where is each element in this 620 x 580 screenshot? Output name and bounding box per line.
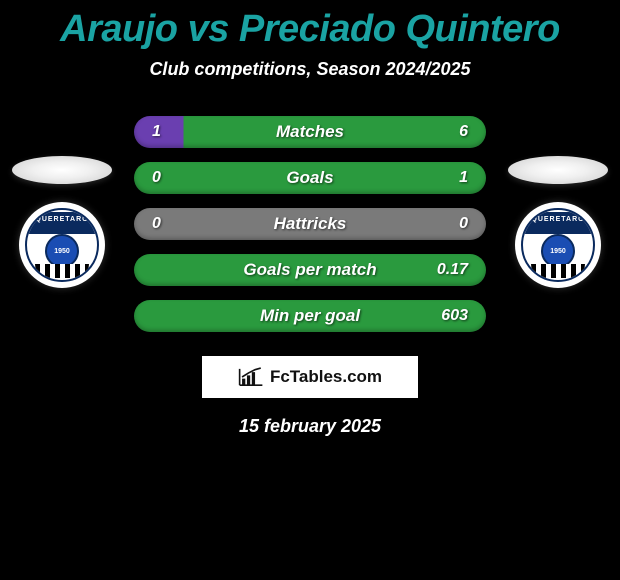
stat-row: 1 Matches 6 bbox=[134, 116, 486, 148]
stat-label: Goals bbox=[286, 168, 333, 188]
right-nationality-ellipse bbox=[508, 156, 608, 184]
stat-right-value: 0.17 bbox=[428, 261, 468, 279]
brand-footer: FcTables.com bbox=[202, 356, 418, 398]
stat-row: 0 Hattricks 0 bbox=[134, 208, 486, 240]
left-club-year: 1950 bbox=[45, 234, 79, 268]
stat-right-value: 0 bbox=[428, 215, 468, 233]
stat-label: Matches bbox=[276, 122, 344, 142]
right-club-year: 1950 bbox=[541, 234, 575, 268]
stat-row: Goals per match 0.17 bbox=[134, 254, 486, 286]
page-title: Araujo vs Preciado Quintero bbox=[0, 0, 620, 51]
left-club-badge: QUERETARO 1950 bbox=[19, 202, 105, 288]
brand-text: FcTables.com bbox=[270, 367, 382, 387]
right-club-badge: QUERETARO 1950 bbox=[515, 202, 601, 288]
stat-left-value: 0 bbox=[152, 169, 192, 187]
stat-label: Goals per match bbox=[243, 260, 376, 280]
stat-row: Min per goal 603 bbox=[134, 300, 486, 332]
left-nationality-ellipse bbox=[12, 156, 112, 184]
stat-right-value: 1 bbox=[428, 169, 468, 187]
stat-left-value: 0 bbox=[152, 215, 192, 233]
stat-left-value: 1 bbox=[152, 123, 192, 141]
stat-row: 0 Goals 1 bbox=[134, 162, 486, 194]
stat-rows: 1 Matches 6 0 Goals 1 0 Hattricks 0 Goals per mat… bbox=[134, 116, 486, 332]
subtitle: Club competitions, Season 2024/2025 bbox=[0, 59, 620, 80]
right-club-name: QUERETARO bbox=[525, 212, 591, 234]
brand-chart-icon bbox=[238, 366, 264, 388]
stat-right-value: 603 bbox=[428, 307, 468, 325]
comparison-area: QUERETARO 1950 QUERETARO 1950 1Matches60… bbox=[0, 116, 620, 332]
right-player-badges: QUERETARO 1950 bbox=[508, 156, 608, 288]
left-player-badges: QUERETARO 1950 bbox=[12, 156, 112, 288]
stat-label: Hattricks bbox=[274, 214, 347, 234]
left-club-name: QUERETARO bbox=[29, 212, 95, 234]
left-club-stripes bbox=[35, 264, 89, 278]
stat-right-value: 6 bbox=[428, 123, 468, 141]
date-line: 15 february 2025 bbox=[0, 416, 620, 437]
right-club-stripes bbox=[531, 264, 585, 278]
stat-label: Min per goal bbox=[260, 306, 360, 326]
